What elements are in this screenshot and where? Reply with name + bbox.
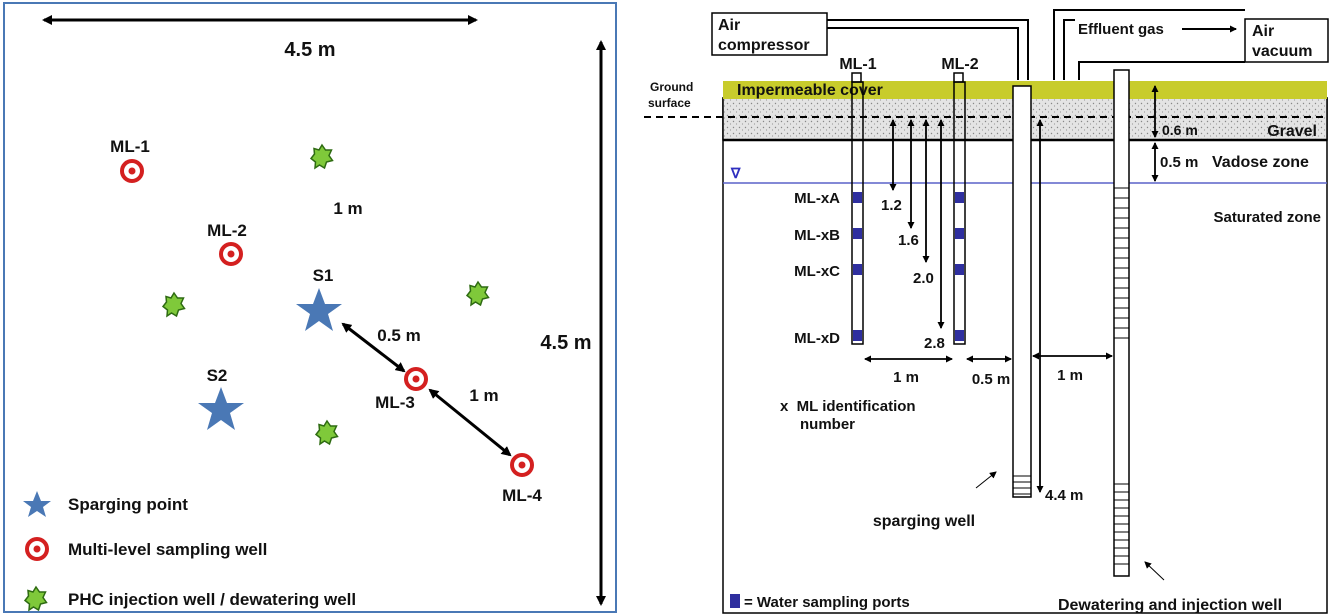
ml1-port-d [853,330,862,341]
ml2-port-a [955,192,964,203]
ml1-column-label: ML-1 [839,56,876,73]
port-label-d: ML-xD [794,330,840,347]
plan-view-frame [3,2,617,613]
air-compressor-box [711,12,828,56]
vacuum-pipe [1078,61,1245,80]
port-label-a: ML-xA [794,190,840,207]
ml2-port-b [955,228,964,239]
dewatering-callout-line [1144,561,1165,581]
distance-arrow-ml3-ml4 [428,388,512,457]
air-compressor-label-2: compressor [718,37,810,54]
thickness-label-05: 0.5 m [1160,154,1198,171]
legend-sampling-icon [25,537,49,561]
sparging-point-s2-icon [198,387,244,430]
ground-surface-label-2: surface [648,96,691,110]
spacing-label-1m-a: 1 m [893,369,919,386]
sparging-well [1012,85,1032,498]
footnote-line-2: number [800,416,855,433]
ml3-label: ML-3 [375,393,415,412]
ml2-port-d [955,330,964,341]
sparging-well-label: sparging well [873,513,975,530]
sampling-well-ml2-icon [219,242,243,266]
compressor-pipe-inner [827,27,1019,80]
thickness-label-06: 0.6 m [1162,122,1198,138]
ml1-cap [851,72,862,83]
ml1-label: ML-1 [110,137,150,156]
sampling-well-ml1-icon [120,159,144,183]
ml1-column [851,81,864,345]
sparging-screen [1013,475,1031,495]
ml1-port-b [853,228,862,239]
sparging-point-s1-icon [296,288,342,331]
footnote-line-1: x ML identification [780,398,916,415]
ml2-column-label: ML-2 [941,56,978,73]
ml2-port-c [955,264,964,275]
s2-label: S2 [207,366,228,385]
effluent-pipe-outer [1053,9,1245,80]
s1-label: S1 [313,266,334,285]
depth-label-44: 4.4 m [1045,487,1083,504]
distance-arrow-s1-ml3 [341,322,406,373]
air-vacuum-label-2: vacuum [1252,43,1312,60]
dewatering-screen-lower [1114,483,1129,565]
phc-well-icon [466,281,490,306]
ml2-label: ML-2 [207,221,247,240]
legend-sparging-label: Sparging point [68,495,188,514]
sampling-well-ml3-icon [404,367,428,391]
ground-surface-label-1: Ground [650,80,693,94]
ml1-port-a [853,192,862,203]
legend-phc-icon [24,586,48,611]
gravel-label: Gravel [1267,123,1317,140]
plan-view-panel: 4.5 m 4.5 m ML-1 ML-2 ML-3 ML-4 1 m S1 S… [3,2,617,613]
cross-section-panel: Impermeable cover Ground surface Gravel … [644,9,1329,614]
ml2-column [953,81,966,345]
height-dimension-label: 4.5 m [540,332,591,354]
air-compressor-label-1: Air [718,17,740,34]
port-label-c: ML-xC [794,263,840,280]
air-vacuum-box [1244,18,1329,63]
air-vacuum-label-1: Air [1252,23,1274,40]
ml1-port-c [853,264,862,275]
legend-sparging-icon [23,491,51,517]
legend-ports-label: = Water sampling ports [744,594,910,611]
phc-well-icon [162,292,186,317]
dewatering-screen-upper [1114,187,1129,339]
water-table-symbol: ∇ [730,165,741,181]
spacing-1m-label: 1 m [333,199,362,218]
dewatering-well-label: Dewatering and injection well [1058,597,1282,614]
ml2-cap [953,72,964,83]
distance-05m-label: 0.5 m [377,326,420,345]
sparging-callout-line [975,471,997,489]
compressor-pipe-outer [827,19,1029,80]
legend-port-swatch [730,594,740,608]
spacing-label-1m-b: 1 m [1057,367,1083,384]
dewatering-well [1113,69,1130,577]
legend-phc-label: PHC injection well / dewatering well [68,590,356,609]
phc-well-icon [315,420,339,445]
effluent-pipe-inner [1063,19,1075,80]
depth-label-16: 1.6 [898,232,919,249]
sampling-well-ml4-icon [510,453,534,477]
ml4-label: ML-4 [502,486,542,505]
saturated-zone-label: Saturated zone [1213,209,1321,226]
legend-sampling-label: Multi-level sampling well [68,540,267,559]
distance-1m-label: 1 m [469,386,498,405]
vadose-zone-label: Vadose zone [1212,154,1309,171]
phc-well-icon [310,144,334,169]
spacing-label-05m: 0.5 m [972,371,1010,388]
depth-label-12: 1.2 [881,197,902,214]
cover-label: Impermeable cover [737,82,883,99]
effluent-gas-label: Effluent gas [1078,21,1164,38]
depth-label-20: 2.0 [913,270,934,287]
width-dimension-label: 4.5 m [284,39,335,61]
port-label-b: ML-xB [794,227,840,244]
depth-label-28: 2.8 [924,335,945,352]
